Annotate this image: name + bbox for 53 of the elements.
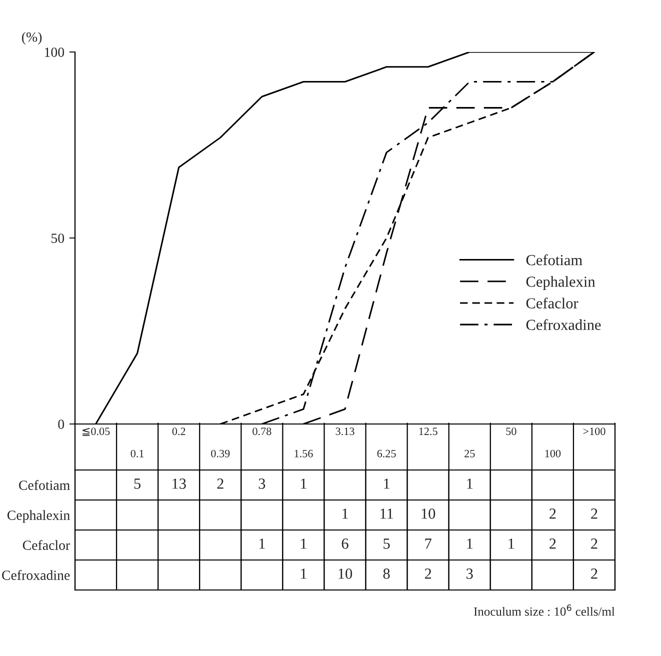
legend-label: Cephalexin (526, 276, 596, 290)
data-label: 3 (258, 478, 266, 489)
data-label: 1 (508, 538, 514, 549)
y-tick-label: Cefroxadine (2, 570, 70, 580)
legend-label: Cefaclor (526, 298, 578, 308)
y-tick-label: 100 (44, 48, 64, 57)
x-tick-label: ≦0.05 (82, 428, 110, 436)
y-tick-label: Cefotiam (19, 480, 70, 490)
x-tick-label: 0.39 (211, 450, 230, 458)
x-tick-label: 50 (506, 428, 516, 436)
y-tick-label: Cefaclor (22, 540, 70, 550)
y-tick-label: 0 (58, 420, 64, 429)
x-tick-label: >100 (583, 428, 606, 436)
x-tick-label: 0.1 (130, 450, 144, 458)
legend-label: Cefroxadine (526, 319, 601, 330)
text: Inoculum size : 10$^{6}$ cells/ml (474, 604, 615, 616)
y-axis-title: (%) (22, 32, 42, 45)
data-label: 8 (383, 568, 390, 579)
data-label: 2 (424, 568, 432, 579)
data-label: 2 (217, 478, 224, 489)
x-tick-label: 6.25 (377, 450, 396, 458)
data-label: 13 (172, 478, 186, 489)
x-tick-label: 12.5 (419, 428, 438, 436)
x-tick-label: 3.13 (336, 428, 354, 436)
data-label: 1 (384, 478, 390, 489)
x-tick-label: 1.56 (294, 450, 313, 458)
data-label: 1 (259, 538, 265, 549)
data-label: 2 (591, 508, 598, 519)
x-tick-label: 25 (464, 450, 475, 458)
data-label: 3 (466, 568, 473, 579)
data-label: 5 (134, 478, 141, 489)
x-tick-label: 0.78 (252, 428, 272, 436)
data-label: 2 (591, 568, 598, 579)
y-tick-label: 50 (52, 234, 64, 243)
data-label: 2 (591, 538, 598, 549)
data-label: 6 (342, 538, 348, 549)
data-label: 1 (300, 478, 306, 489)
data-label: 11 (380, 508, 393, 519)
data-label: 1 (467, 478, 473, 489)
legend-label: Cefotiam (526, 254, 582, 266)
y-tick-label: Cephalexin (7, 510, 70, 523)
data-label: 7 (425, 538, 432, 549)
data-label: 1 (342, 508, 348, 519)
data-label: 5 (384, 538, 390, 549)
data-label: 1 (467, 538, 473, 549)
data-label: 2 (550, 508, 556, 519)
data-label: 1 (300, 538, 306, 549)
data-label: 10 (422, 508, 436, 519)
x-tick-label: 0.2 (172, 428, 186, 436)
data-label: 1 (300, 568, 306, 579)
x-tick-label: 100 (545, 450, 561, 458)
data-label: 2 (550, 538, 556, 549)
data-label: 10 (338, 568, 352, 579)
